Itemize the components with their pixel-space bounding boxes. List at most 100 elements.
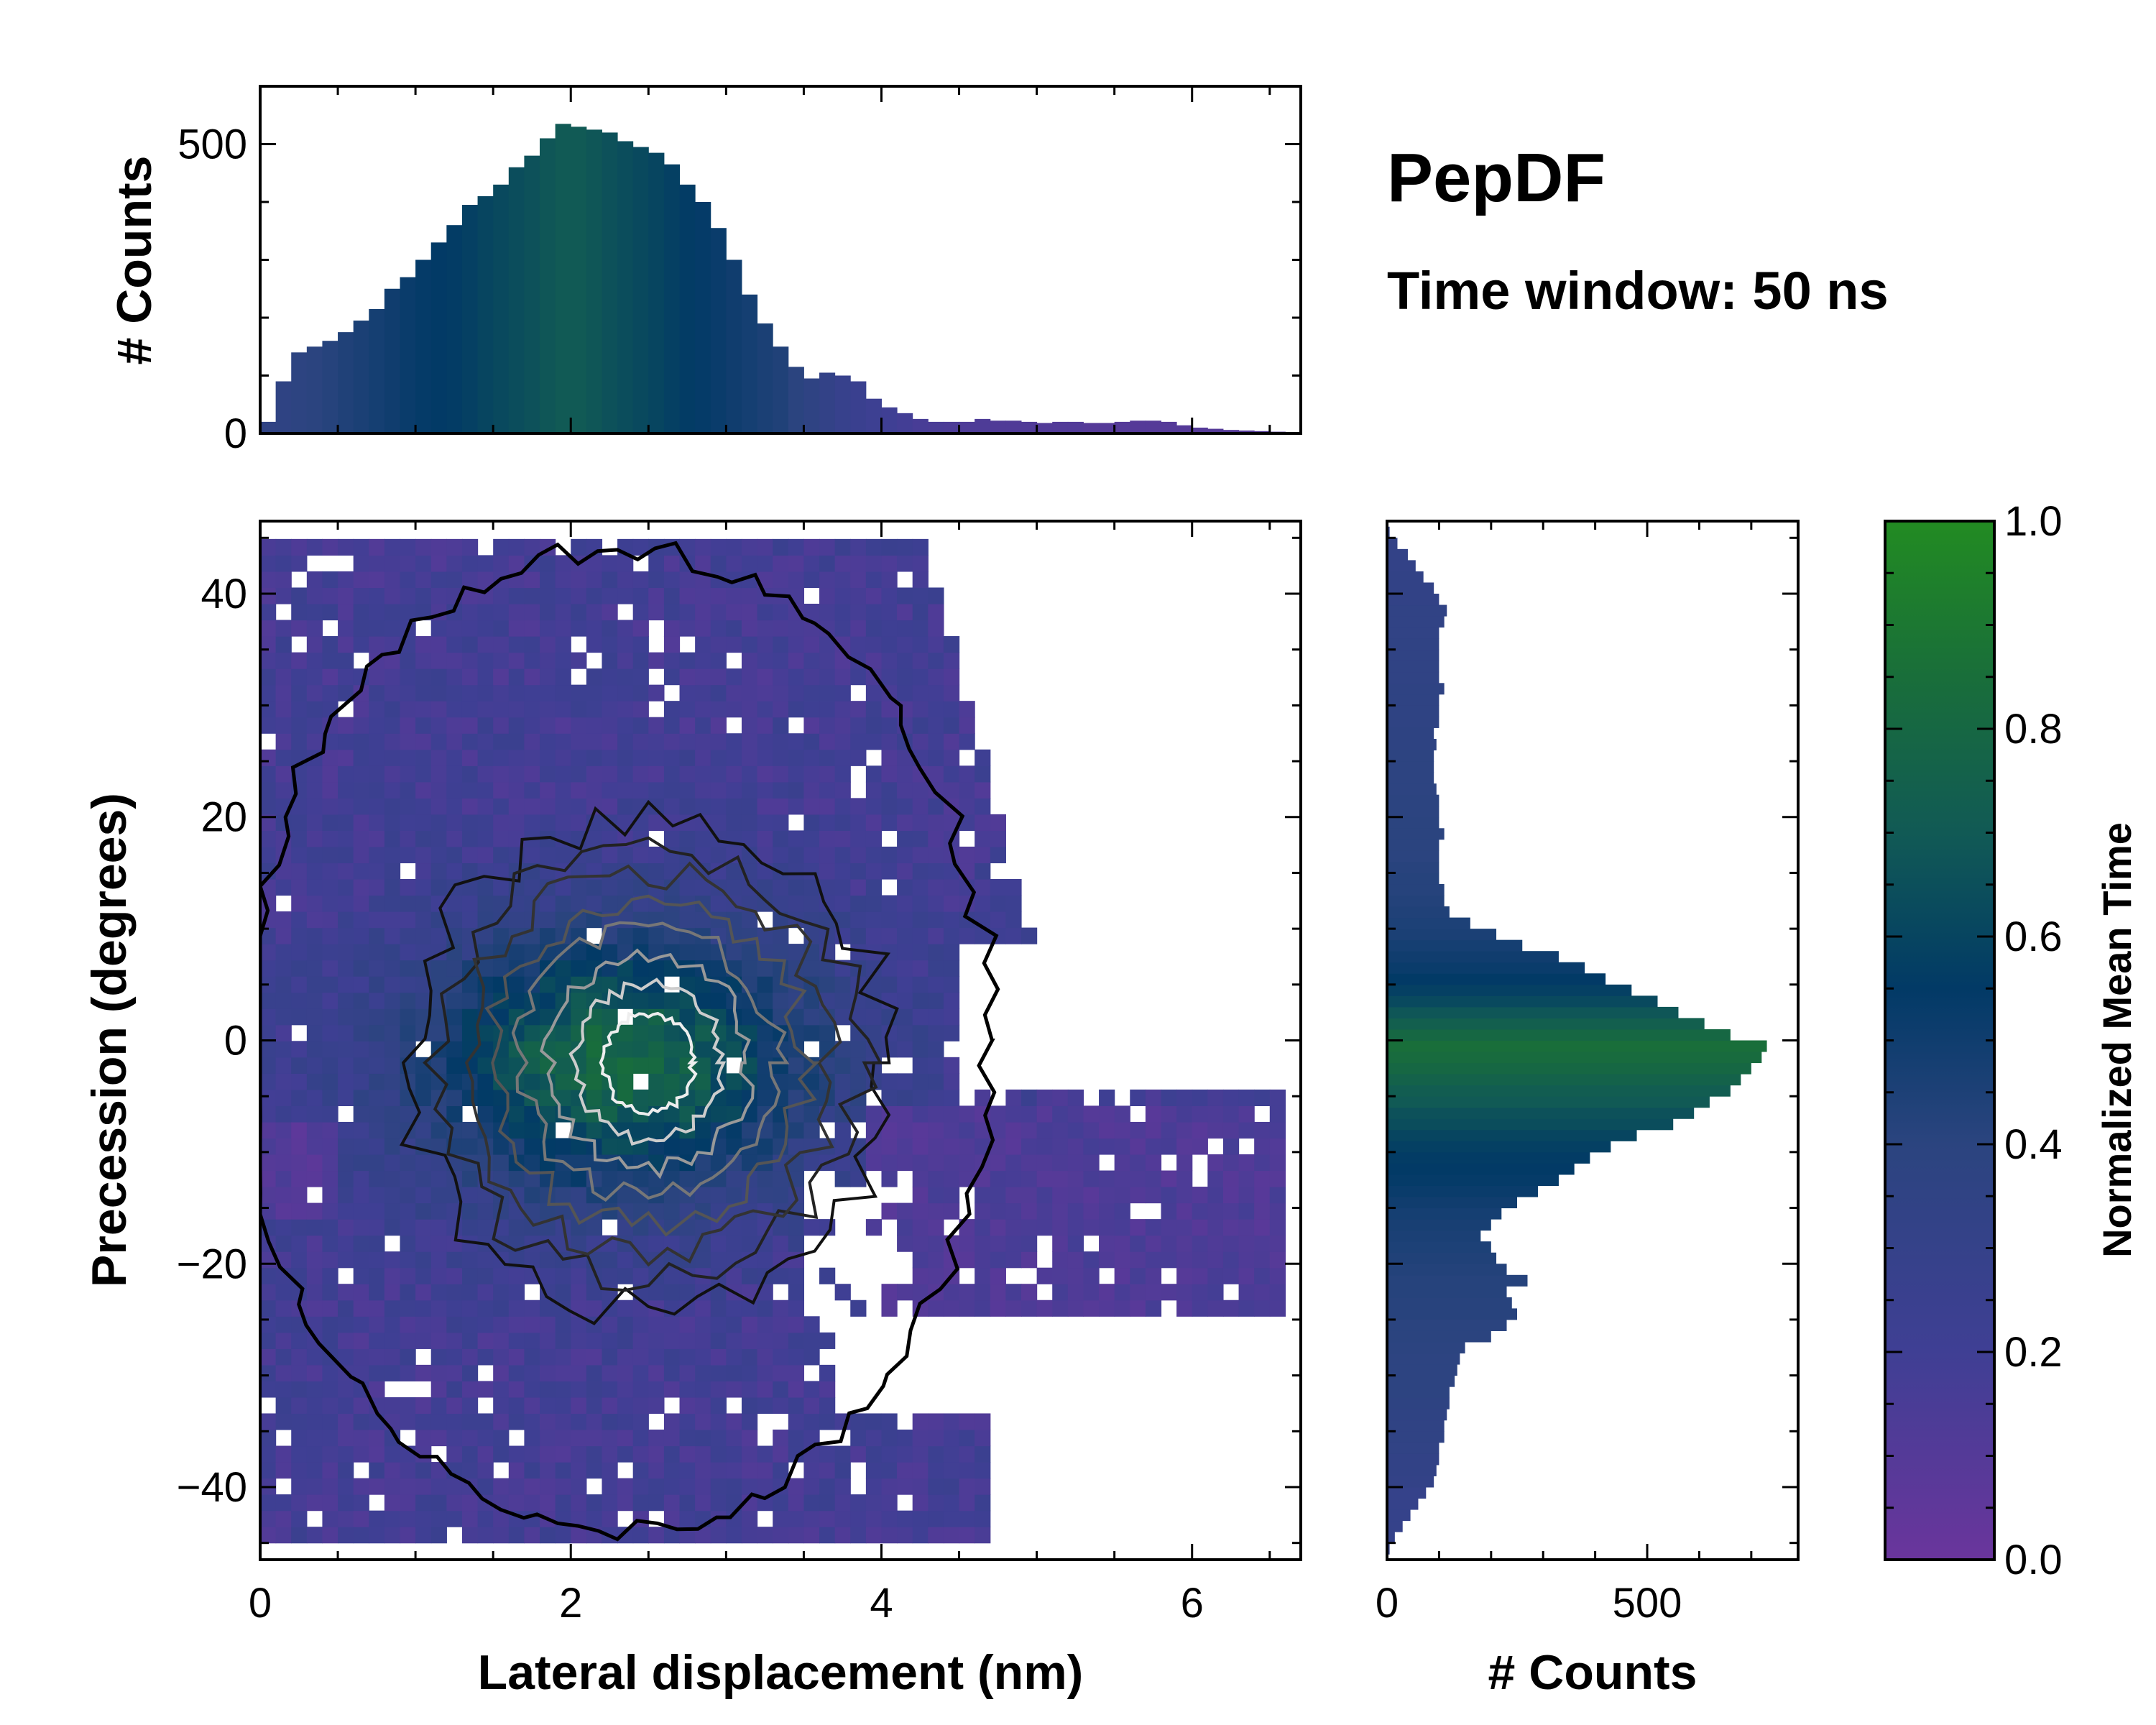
heatmap-cell <box>446 1267 463 1284</box>
heatmap-cell <box>430 1397 447 1414</box>
heatmap-cell <box>943 636 960 653</box>
heatmap-cell <box>788 1348 805 1366</box>
heatmap-cell <box>788 620 805 637</box>
heatmap-cell <box>943 911 960 929</box>
heatmap-cell <box>679 717 696 734</box>
heatmap-cell <box>430 538 447 556</box>
heatmap-cell <box>415 1332 432 1349</box>
heatmap-cell <box>695 992 711 1009</box>
heatmap-cell <box>338 1089 354 1106</box>
heatmap-cell <box>757 1089 773 1106</box>
heatmap-cell <box>400 781 416 799</box>
heatmap-cell <box>508 781 525 799</box>
heatmap-cell <box>741 684 758 702</box>
heatmap-cell <box>322 1138 338 1155</box>
heatmap-cell <box>369 846 385 864</box>
heatmap-cell <box>430 1187 447 1204</box>
heatmap-cell <box>897 1429 913 1447</box>
heatmap-cell <box>695 1316 711 1333</box>
right-histogram-bar <box>1387 906 1450 919</box>
heatmap-cell <box>322 1235 338 1252</box>
top-histogram-bar <box>741 294 758 433</box>
heatmap-cell <box>415 911 432 929</box>
heatmap-cell <box>338 992 354 1009</box>
heatmap-cell <box>773 1041 789 1058</box>
heatmap-cell <box>384 1105 401 1123</box>
heatmap-cell <box>461 1494 479 1512</box>
heatmap-cell <box>571 1527 587 1544</box>
heatmap-cell <box>555 1073 571 1090</box>
heatmap-cell <box>959 1413 975 1430</box>
heatmap-cell <box>632 1364 649 1381</box>
right-histogram-bar <box>1387 1487 1427 1499</box>
heatmap-cell <box>291 960 308 977</box>
heatmap-cell <box>338 765 354 783</box>
heatmap-cell <box>663 1202 681 1220</box>
heatmap-cell <box>306 1041 323 1058</box>
heatmap-cell <box>928 1413 944 1430</box>
heatmap-cell <box>726 1219 742 1236</box>
heatmap-cell <box>586 1510 603 1527</box>
main-ytick-label: −20 <box>177 1241 247 1287</box>
heatmap-cell <box>1005 895 1022 912</box>
heatmap-cell <box>260 1008 277 1026</box>
heatmap-cell <box>275 911 292 929</box>
heatmap-cell <box>912 587 929 604</box>
top-histogram-bar <box>524 155 540 433</box>
heatmap-cell <box>415 538 432 556</box>
heatmap-cell <box>1238 1300 1255 1317</box>
heatmap-cell <box>757 1073 773 1090</box>
heatmap-cell <box>353 538 369 556</box>
heatmap-cell <box>275 1445 292 1463</box>
heatmap-cell <box>1130 1089 1146 1106</box>
heatmap-cell <box>461 587 479 604</box>
heatmap-cell <box>540 717 556 734</box>
main-ytick-label: 0 <box>224 1018 247 1064</box>
heatmap-cell <box>788 765 805 783</box>
heatmap-cell <box>1161 1219 1177 1236</box>
heatmap-cell <box>260 1073 277 1090</box>
heatmap-cell <box>912 895 929 912</box>
heatmap-cell <box>943 1187 960 1204</box>
heatmap-cell <box>415 1187 432 1204</box>
heatmap-cell <box>819 976 836 993</box>
heatmap-cell <box>881 895 898 912</box>
heatmap-cell <box>943 1527 960 1544</box>
heatmap-cell <box>306 1105 323 1123</box>
heatmap-cell <box>446 1041 463 1058</box>
heatmap-cell <box>322 1187 338 1204</box>
heatmap-cell <box>1222 1138 1240 1155</box>
heatmap-cell <box>897 1445 913 1463</box>
heatmap-cell <box>834 1073 851 1090</box>
heatmap-cell <box>322 1267 338 1284</box>
heatmap-cell <box>602 798 618 815</box>
heatmap-cell <box>369 781 385 799</box>
heatmap-cell <box>555 960 571 977</box>
heatmap-cell <box>710 1105 727 1123</box>
heatmap-cell <box>1161 1138 1177 1155</box>
heatmap-cell <box>1083 1284 1100 1301</box>
heatmap-cell <box>338 1170 354 1187</box>
heatmap-cell <box>291 555 308 572</box>
right-histogram-bar <box>1387 1375 1455 1387</box>
heatmap-cell <box>571 798 587 815</box>
heatmap-cell <box>275 765 292 783</box>
top-histogram-bar <box>353 321 369 433</box>
top-histogram-bar <box>803 378 820 433</box>
heatmap-cell <box>1254 1138 1271 1155</box>
heatmap-cell <box>415 944 432 961</box>
heatmap-cell <box>648 765 665 783</box>
heatmap-cell <box>663 1332 681 1349</box>
heatmap-cell <box>1176 1251 1193 1269</box>
heatmap-cell <box>648 684 665 702</box>
heatmap-cell <box>384 1121 401 1139</box>
heatmap-cell <box>679 992 696 1009</box>
heatmap-cell <box>260 1445 277 1463</box>
heatmap-cell <box>415 636 432 653</box>
right-histogram-bar <box>1387 1040 1767 1052</box>
heatmap-cell <box>803 1494 820 1512</box>
heatmap-cell <box>446 1251 463 1269</box>
heatmap-cell <box>865 927 883 944</box>
heatmap-cell <box>477 1041 494 1058</box>
heatmap-cell <box>757 668 773 686</box>
